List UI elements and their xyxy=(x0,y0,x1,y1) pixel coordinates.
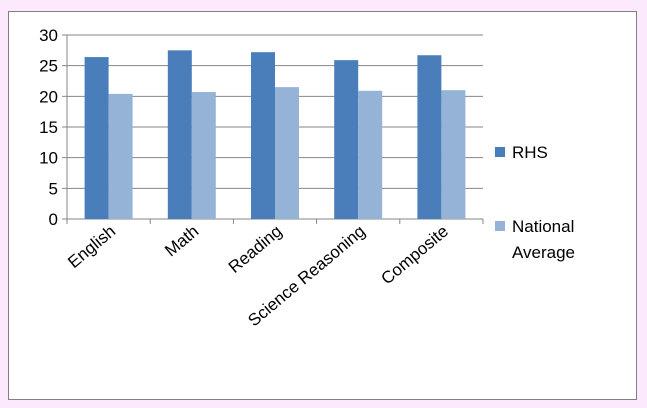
x-tick-label: English xyxy=(64,222,119,272)
bar-rhs-english xyxy=(84,57,109,219)
bar-national-average-composite xyxy=(441,90,466,219)
bar-national-average-science-reasoning xyxy=(358,90,383,220)
y-tick-label: 5 xyxy=(49,179,58,198)
bar-rhs-reading xyxy=(251,52,275,219)
y-tick-label: 0 xyxy=(49,210,58,229)
y-tick-label: 15 xyxy=(39,118,58,137)
chart-frame: 0 5 10 15 20 25 30 English Math Reading Science Re… xyxy=(8,11,637,400)
x-tick-label: Composite xyxy=(378,222,452,289)
bar-national-average-english xyxy=(108,93,133,219)
legend-swatch-rhs xyxy=(495,147,505,157)
x-tick-label: Reading xyxy=(225,222,286,277)
bar-national-average-math xyxy=(191,92,216,219)
y-tick-label: 10 xyxy=(39,149,58,168)
x-tick-label: Math xyxy=(161,222,202,261)
y-tick-label: 25 xyxy=(39,57,58,76)
bar-rhs-composite xyxy=(417,55,442,219)
bar-rhs-math xyxy=(167,50,192,220)
bar-rhs-science-reasoning xyxy=(334,60,359,219)
bar-national-average-reading xyxy=(275,87,299,219)
legend-swatch-national-average xyxy=(495,221,505,231)
y-tick-label: 20 xyxy=(39,87,58,106)
legend-label-national-average: National Average xyxy=(512,217,575,262)
legend-label-rhs: RHS xyxy=(512,143,548,162)
y-tick-label: 30 xyxy=(39,26,58,45)
